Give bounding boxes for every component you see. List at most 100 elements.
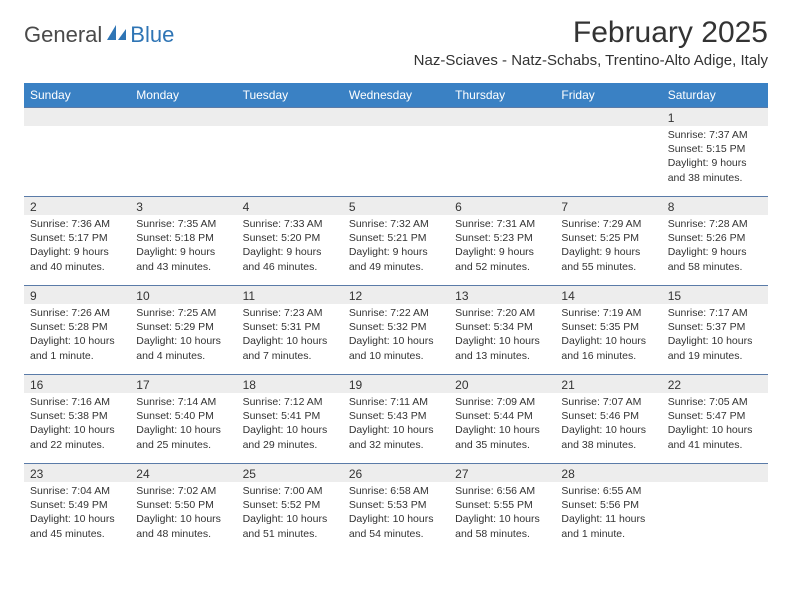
sunrise-text: Sunrise: 7:00 AM [243, 484, 337, 498]
sunset-text: Sunset: 5:15 PM [668, 142, 762, 156]
day-number: 21 [555, 375, 661, 393]
day-cell: 14Sunrise: 7:19 AMSunset: 5:35 PMDayligh… [555, 286, 661, 374]
day-content: Sunrise: 7:23 AMSunset: 5:31 PMDaylight:… [237, 304, 343, 369]
day-cell: 20Sunrise: 7:09 AMSunset: 5:44 PMDayligh… [449, 375, 555, 463]
day-number: 15 [662, 286, 768, 304]
calendar-grid: SundayMondayTuesdayWednesdayThursdayFrid… [24, 83, 768, 552]
day-cell [237, 108, 343, 196]
sunset-text: Sunset: 5:41 PM [243, 409, 337, 423]
sunset-text: Sunset: 5:50 PM [136, 498, 230, 512]
day-number: 13 [449, 286, 555, 304]
day-content [24, 126, 130, 134]
sunrise-text: Sunrise: 7:09 AM [455, 395, 549, 409]
day-content [130, 126, 236, 134]
sunset-text: Sunset: 5:25 PM [561, 231, 655, 245]
sunrise-text: Sunrise: 7:35 AM [136, 217, 230, 231]
sunset-text: Sunset: 5:18 PM [136, 231, 230, 245]
daylight-text: Daylight: 10 hours and 29 minutes. [243, 423, 337, 451]
daylight-text: Daylight: 10 hours and 19 minutes. [668, 334, 762, 362]
day-number: 11 [237, 286, 343, 304]
day-number [343, 108, 449, 126]
day-number: 5 [343, 197, 449, 215]
sunset-text: Sunset: 5:43 PM [349, 409, 443, 423]
daylight-text: Daylight: 10 hours and 16 minutes. [561, 334, 655, 362]
daylight-text: Daylight: 10 hours and 51 minutes. [243, 512, 337, 540]
day-content: Sunrise: 7:35 AMSunset: 5:18 PMDaylight:… [130, 215, 236, 280]
sunset-text: Sunset: 5:29 PM [136, 320, 230, 334]
day-content: Sunrise: 6:58 AMSunset: 5:53 PMDaylight:… [343, 482, 449, 547]
weekday-header-row: SundayMondayTuesdayWednesdayThursdayFrid… [24, 83, 768, 107]
page-header: General Blue February 2025 Naz-Sciaves -… [0, 0, 792, 75]
sunrise-text: Sunrise: 7:32 AM [349, 217, 443, 231]
day-content: Sunrise: 7:16 AMSunset: 5:38 PMDaylight:… [24, 393, 130, 458]
day-content: Sunrise: 7:29 AMSunset: 5:25 PMDaylight:… [555, 215, 661, 280]
sunrise-text: Sunrise: 7:20 AM [455, 306, 549, 320]
day-content: Sunrise: 7:05 AMSunset: 5:47 PMDaylight:… [662, 393, 768, 458]
day-cell: 26Sunrise: 6:58 AMSunset: 5:53 PMDayligh… [343, 464, 449, 552]
day-cell: 9Sunrise: 7:26 AMSunset: 5:28 PMDaylight… [24, 286, 130, 374]
sunrise-text: Sunrise: 7:07 AM [561, 395, 655, 409]
day-cell [343, 108, 449, 196]
weekday-header: Sunday [24, 83, 130, 107]
day-content: Sunrise: 7:28 AMSunset: 5:26 PMDaylight:… [662, 215, 768, 280]
day-number: 9 [24, 286, 130, 304]
day-number [130, 108, 236, 126]
day-number: 2 [24, 197, 130, 215]
week-row: 1Sunrise: 7:37 AMSunset: 5:15 PMDaylight… [24, 107, 768, 196]
day-number: 1 [662, 108, 768, 126]
daylight-text: Daylight: 9 hours and 58 minutes. [668, 245, 762, 273]
month-title: February 2025 [414, 16, 768, 50]
day-cell: 24Sunrise: 7:02 AMSunset: 5:50 PMDayligh… [130, 464, 236, 552]
day-number [237, 108, 343, 126]
week-row: 23Sunrise: 7:04 AMSunset: 5:49 PMDayligh… [24, 463, 768, 552]
day-number: 27 [449, 464, 555, 482]
day-cell: 18 Sunrise: 7:12 AMSunset: 5:41 PMDayligh… [237, 375, 343, 463]
week-row: 2Sunrise: 7:36 AMSunset: 5:17 PMDaylight… [24, 196, 768, 285]
daylight-text: Daylight: 10 hours and 7 minutes. [243, 334, 337, 362]
sunrise-text: Sunrise: 7:29 AM [561, 217, 655, 231]
day-cell [24, 108, 130, 196]
sunset-text: Sunset: 5:47 PM [668, 409, 762, 423]
day-number [555, 108, 661, 126]
day-number: 6 [449, 197, 555, 215]
sunrise-text: Sunrise: 7:11 AM [349, 395, 443, 409]
weekday-header: Saturday [662, 83, 768, 107]
day-number: 25 [237, 464, 343, 482]
day-number: 4 [237, 197, 343, 215]
day-cell: 2Sunrise: 7:36 AMSunset: 5:17 PMDaylight… [24, 197, 130, 285]
day-cell [555, 108, 661, 196]
day-content: Sunrise: 7:22 AMSunset: 5:32 PMDaylight:… [343, 304, 449, 369]
day-cell: 1Sunrise: 7:37 AMSunset: 5:15 PMDaylight… [662, 108, 768, 196]
day-content: Sunrise: 7:00 AMSunset: 5:52 PMDaylight:… [237, 482, 343, 547]
sunrise-text: Sunrise: 7:12 AM [243, 395, 337, 409]
day-cell: 10Sunrise: 7:25 AMSunset: 5:29 PMDayligh… [130, 286, 236, 374]
day-content [555, 126, 661, 134]
sunrise-text: Sunrise: 7:28 AM [668, 217, 762, 231]
day-cell: 7Sunrise: 7:29 AMSunset: 5:25 PMDaylight… [555, 197, 661, 285]
day-cell: 5Sunrise: 7:32 AMSunset: 5:21 PMDaylight… [343, 197, 449, 285]
daylight-text: Daylight: 9 hours and 49 minutes. [349, 245, 443, 273]
weeks-container: 1Sunrise: 7:37 AMSunset: 5:15 PMDaylight… [24, 107, 768, 552]
sunrise-text: Sunrise: 7:02 AM [136, 484, 230, 498]
daylight-text: Daylight: 10 hours and 32 minutes. [349, 423, 443, 451]
weekday-header: Thursday [449, 83, 555, 107]
day-content [449, 126, 555, 134]
sunrise-text: Sunrise: 7:33 AM [243, 217, 337, 231]
day-number: 7 [555, 197, 661, 215]
day-number: 26 [343, 464, 449, 482]
day-content: Sunrise: 7:07 AMSunset: 5:46 PMDaylight:… [555, 393, 661, 458]
daylight-text: Daylight: 9 hours and 46 minutes. [243, 245, 337, 273]
day-number: 20 [449, 375, 555, 393]
sunset-text: Sunset: 5:38 PM [30, 409, 124, 423]
day-number: 16 [24, 375, 130, 393]
sunset-text: Sunset: 5:23 PM [455, 231, 549, 245]
brand-text-part2: Blue [130, 22, 174, 48]
sunset-text: Sunset: 5:44 PM [455, 409, 549, 423]
day-cell: 25Sunrise: 7:00 AMSunset: 5:52 PMDayligh… [237, 464, 343, 552]
sunset-text: Sunset: 5:35 PM [561, 320, 655, 334]
sunrise-text: Sunrise: 6:58 AM [349, 484, 443, 498]
sunrise-text: Sunrise: 7:16 AM [30, 395, 124, 409]
day-number: 18 [237, 375, 343, 393]
daylight-text: Daylight: 10 hours and 10 minutes. [349, 334, 443, 362]
day-content: Sunrise: 7:04 AMSunset: 5:49 PMDaylight:… [24, 482, 130, 547]
